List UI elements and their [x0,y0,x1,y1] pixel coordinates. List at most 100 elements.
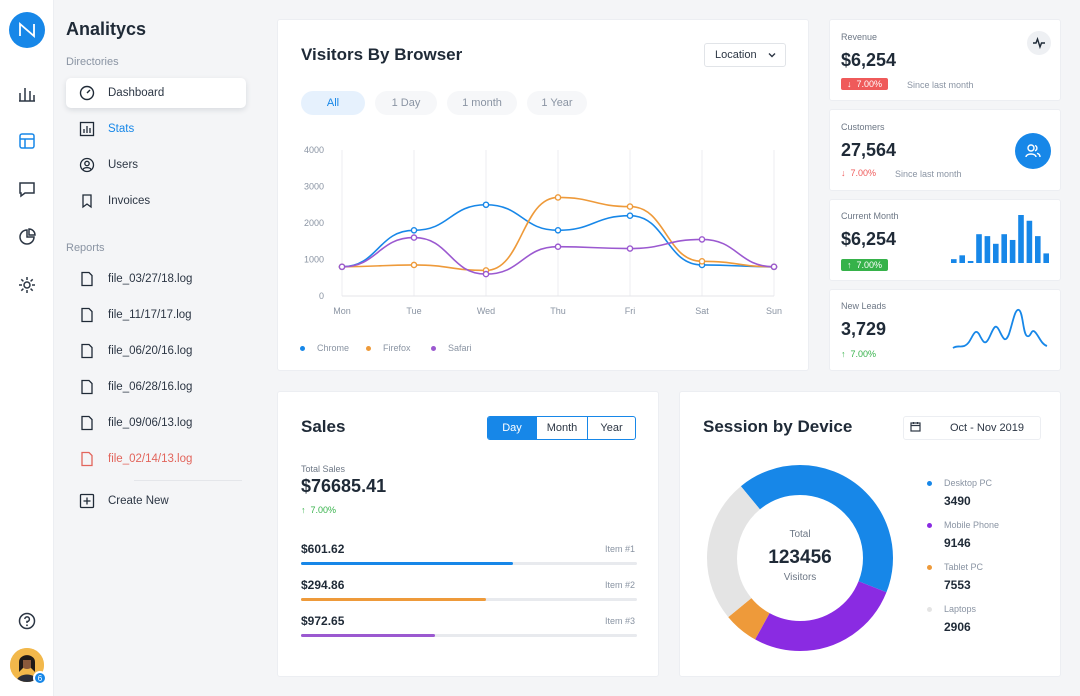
spark-bar [951,259,957,263]
report-file-name: file_06/20/16.log [108,345,193,357]
report-file-name: file_06/28/16.log [108,381,193,393]
report-file-item[interactable]: file_09/06/13.log [66,408,246,438]
donut-slice-desktop[interactable] [707,465,893,651]
device-value: 9146 [944,536,971,550]
device-label: Tablet PC [944,562,984,572]
leads-sparkline [952,309,1048,349]
legend-label: Chrome [317,343,350,353]
device-label: Laptops [944,604,977,614]
data-point[interactable] [554,227,562,234]
data-point[interactable] [482,201,490,209]
donut-center-value: 123456 [768,547,832,568]
report-file-item[interactable]: file_11/17/17.log [66,300,246,330]
location-select[interactable]: Location [704,43,786,67]
x-tick-label: Sat [695,306,709,316]
file-icon [78,306,96,324]
data-point[interactable] [626,203,634,210]
trend-value: 7.00% [856,79,883,89]
settings-icon[interactable] [15,273,39,297]
customers-card: Customers 27,564 ↓ 7.00% Since last mont… [829,109,1061,191]
nav-dashboard[interactable]: Dashboard [66,78,246,108]
stat-value: 3,729 [841,319,887,339]
nav-users[interactable]: Users [66,150,246,180]
tab-year[interactable]: Year [587,417,635,439]
pie-chart-icon[interactable] [15,225,39,249]
trend-down: ↓ 7.00% [841,168,876,178]
spark-bar [1009,239,1016,263]
data-point[interactable] [698,258,706,265]
activity-icon[interactable] [1027,31,1051,55]
data-point[interactable] [626,245,634,252]
report-file-item[interactable]: file_06/20/16.log [66,336,246,366]
sales-title: Sales [301,417,346,436]
data-point[interactable] [410,261,418,269]
total-sales-label: Total Sales [301,464,346,474]
data-point[interactable] [698,236,706,243]
visitors-card: Visitors By Browser Location All 1 Day 1… [277,19,809,371]
item-amount: $972.65 [301,614,345,628]
filter-all[interactable]: All [301,91,365,115]
tab-day[interactable]: Day [488,417,536,439]
report-file-item[interactable]: file_03/27/18.log [66,264,246,294]
date-range-label: Oct - Nov 2019 [950,422,1024,434]
x-tick-label: Sun [766,306,782,316]
report-file-name: file_11/17/17.log [108,309,192,321]
tab-month[interactable]: Month [536,417,587,439]
device-title: Session by Device [703,417,853,436]
filter-1-day[interactable]: 1 Day [375,91,437,115]
nav-label: Stats [108,123,135,135]
trend-up-badge: ↑ 7.00% [841,259,889,271]
layout-icon[interactable] [15,129,39,153]
report-file-name: file_02/14/13.log [108,453,193,465]
trend-down-badge: ↓ 7.00% [841,78,889,90]
data-point[interactable] [770,263,778,271]
report-file-name: file_09/06/13.log [108,417,193,429]
data-point[interactable] [482,270,490,278]
filter-1-month[interactable]: 1 month [447,91,517,115]
users-icon[interactable] [1015,133,1051,169]
nav-invoices[interactable]: Invoices [66,186,246,216]
file-icon [78,342,96,360]
data-point[interactable] [626,212,634,219]
stat-label: Current Month [841,211,899,221]
report-file-item[interactable]: file_06/28/16.log [66,372,246,402]
x-tick-label: Thu [550,306,566,316]
y-tick-label: 1000 [304,255,324,265]
donut-slice-laptop[interactable] [707,465,893,651]
donut-slice-mobile[interactable] [707,465,893,651]
trend-up: ↑ 7.00% [301,505,336,515]
filter-1-year[interactable]: 1 Year [527,91,587,115]
spark-bar [1035,236,1041,263]
date-range-picker[interactable]: Oct - Nov 2019 [903,416,1041,440]
report-file-item[interactable]: file_02/14/13.log [66,444,246,474]
device-card: Session by Device Oct - Nov 2019 Total 1… [679,391,1061,677]
legend-dot [300,345,305,351]
progress-track [301,598,637,601]
sales-period-toggle: Day Month Year [487,416,636,440]
item-label: Item #3 [604,616,635,626]
help-icon[interactable] [15,609,39,633]
data-point[interactable] [410,227,418,234]
item-amount: $294.86 [301,578,345,592]
data-point[interactable] [554,194,562,201]
data-point[interactable] [410,234,418,241]
message-icon[interactable] [15,177,39,201]
data-point[interactable] [338,263,346,271]
app-logo[interactable] [9,12,45,48]
icon-rail: 6 [0,0,54,696]
arrow-up-icon: ↑ [301,505,306,515]
browser-line-chart: Mon Tue Wed Thu Fri Sat Sun 4000 3000 2000 1000 0 [304,145,782,316]
stat-value: 27,564 [841,140,897,160]
create-new-button[interactable]: Create New [66,486,246,516]
stat-value: $6,254 [841,229,897,249]
device-donut-chart [707,465,893,651]
progress-track [301,562,637,565]
nav-stats[interactable]: Stats [66,114,246,144]
x-tick-label: Fri [625,306,636,316]
new-leads-card: New Leads 3,729 ↑ 7.00% [829,289,1061,371]
progress-track [301,634,637,637]
nav-label: Invoices [108,195,151,207]
stat-label: Customers [841,122,885,132]
data-point[interactable] [554,243,562,251]
chart-bar-icon[interactable] [15,82,39,106]
